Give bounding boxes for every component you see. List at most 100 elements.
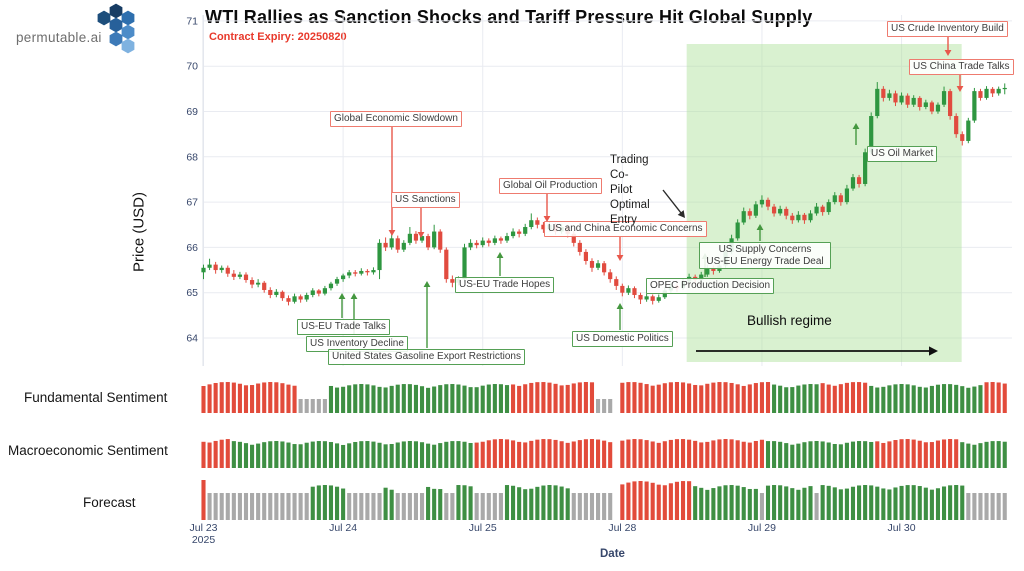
fundamental-sentiment-bar: [486, 384, 491, 413]
fundamental-sentiment-bar: [717, 382, 722, 413]
macroeconomic-sentiment-bar: [334, 443, 340, 468]
macroeconomic-sentiment-bar: [850, 441, 856, 468]
macroeconomic-sentiment-bar: [814, 441, 819, 468]
hexagon-logo-icon: [97, 3, 135, 54]
forecast-sentiment-bar: [432, 488, 437, 520]
y-tick-label: 69: [186, 106, 198, 118]
forecast-sentiment-bar: [941, 486, 947, 520]
candle-up: [347, 272, 352, 276]
candle-up: [201, 267, 206, 273]
fundamental-sentiment-bar: [620, 382, 625, 413]
forecast-sentiment-bar: [419, 493, 425, 520]
forecast-sentiment-bar: [377, 493, 382, 520]
candle-up: [523, 227, 528, 234]
candle-up: [656, 297, 661, 301]
macroeconomic-sentiment-bar: [565, 442, 570, 468]
fundamental-sentiment-bar: [250, 385, 255, 413]
macroeconomic-sentiment-bar: [432, 444, 437, 468]
candle-up: [984, 88, 989, 98]
fundamental-sentiment-bar: [256, 383, 261, 413]
fundamental-sentiment-bar: [893, 384, 898, 413]
candle-down: [280, 291, 285, 299]
fundamental-sentiment-bar: [553, 383, 558, 413]
forecast-sentiment-bar: [262, 493, 267, 520]
candle-up: [377, 242, 382, 271]
fundamental-sentiment-bar: [826, 384, 831, 413]
macroeconomic-sentiment-bar: [504, 439, 510, 468]
forecast-sentiment-bar: [559, 486, 564, 520]
macroeconomic-sentiment-bar: [656, 442, 661, 468]
forecast-sentiment-bar: [371, 493, 376, 520]
forecast-sentiment-bar: [699, 487, 704, 520]
macroeconomic-sentiment-bar: [796, 443, 801, 468]
fundamental-sentiment-bar: [504, 385, 510, 413]
macroeconomic-sentiment-bar: [389, 443, 394, 468]
fundamental-sentiment-bar: [559, 385, 564, 413]
fundamental-sentiment-bar: [948, 384, 953, 413]
forecast-sentiment-bar: [274, 493, 279, 520]
fundamental-sentiment-bar: [359, 384, 364, 413]
fundamental-sentiment-bar: [492, 384, 497, 413]
fundamental-sentiment-bar: [960, 386, 965, 413]
macroeconomic-sentiment-bar: [832, 444, 837, 468]
macroeconomic-sentiment-bar: [1002, 441, 1007, 468]
candle-down: [954, 116, 959, 135]
candle-up: [972, 91, 977, 121]
candle-up: [887, 93, 892, 98]
forecast-sentiment-bar: [498, 493, 503, 520]
macroeconomic-sentiment-bar: [893, 440, 898, 468]
annotation-arrow: [662, 189, 682, 214]
candle-down: [608, 272, 613, 280]
fundamental-sentiment-bar: [225, 382, 230, 413]
candle-down: [893, 93, 898, 103]
forecast-sentiment-bar: [875, 486, 880, 520]
candle-down: [474, 242, 479, 246]
candle-down: [262, 282, 267, 290]
forecast-sentiment-bar: [504, 485, 510, 520]
macroeconomic-sentiment-bar: [577, 440, 582, 468]
candle-down: [905, 95, 910, 105]
fundamental-sentiment-bar: [644, 384, 649, 413]
fundamental-sentiment-bar: [772, 384, 777, 413]
forecast-sentiment-bar: [565, 488, 570, 520]
fundamental-sentiment-bar: [741, 385, 746, 413]
macroeconomic-sentiment-bar: [741, 441, 746, 468]
macroeconomic-sentiment-bar: [923, 442, 928, 468]
candle-up: [389, 238, 394, 248]
macroeconomic-sentiment-bar: [383, 444, 388, 468]
fundamental-sentiment-bar: [978, 385, 983, 413]
macroeconomic-sentiment-bar: [966, 443, 971, 468]
macroeconomic-sentiment-bar: [492, 439, 497, 468]
annotation-arrowhead: [616, 255, 624, 261]
fundamental-sentiment-bar: [243, 385, 249, 413]
fundamental-sentiment-bar: [747, 384, 752, 413]
fundamental-sentiment-bar: [547, 382, 552, 413]
fundamental-sentiment-bar: [626, 382, 631, 413]
macroeconomic-sentiment-bar: [316, 441, 321, 468]
candle-up: [699, 274, 704, 281]
annotation-us-eu-trade-hopes: US-EU Trade Hopes: [455, 277, 555, 293]
candle-down: [486, 240, 491, 243]
fundamental-sentiment-bar: [765, 382, 771, 413]
fundamental-sentiment-bar: [583, 382, 588, 413]
forecast-sentiment-bar: [492, 493, 497, 520]
macroeconomic-sentiment-bar: [583, 439, 588, 468]
macroeconomic-sentiment-bar: [589, 439, 595, 468]
forecast-sentiment-bar: [893, 487, 898, 520]
forecast-sentiment-bar: [450, 493, 455, 520]
x-tick-label: Jul 25: [469, 522, 497, 534]
macroeconomic-sentiment-bar: [553, 439, 558, 468]
forecast-sentiment-bar: [863, 485, 868, 520]
forecast-sentiment-bar: [741, 487, 746, 520]
forecast-sentiment-bar: [547, 485, 552, 520]
fundamental-sentiment-bar: [711, 382, 716, 413]
forecast-sentiment-bar: [765, 485, 771, 520]
macroeconomic-sentiment-bar: [225, 439, 230, 468]
annotation-arrowhead: [852, 123, 860, 129]
fundamental-sentiment-bar: [808, 384, 813, 413]
fundamental-sentiment-bar: [923, 387, 928, 413]
macroeconomic-sentiment-bar: [237, 441, 242, 468]
fundamental-sentiment-bar: [365, 384, 370, 413]
annotation-arrowhead: [417, 232, 425, 238]
